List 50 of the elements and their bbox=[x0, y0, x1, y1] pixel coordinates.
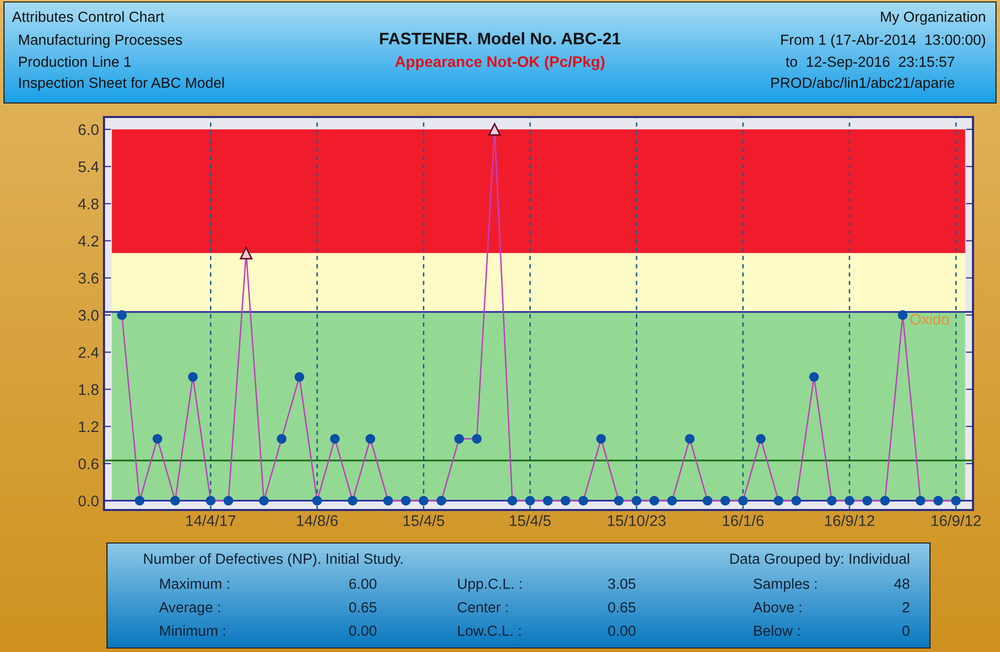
text: Below : bbox=[754, 625, 800, 636]
text: Minimum : bbox=[160, 625, 225, 636]
y-tick-label: 1.2 bbox=[79, 421, 98, 432]
x-tick-label: 15/4/5 bbox=[404, 514, 444, 526]
text: Center : bbox=[458, 602, 508, 612]
chart-subtitle: Appearance Not-OK (Pc/Pkg) bbox=[395, 56, 605, 70]
text: to 12-Sep-2016 23:15:57 bbox=[786, 56, 954, 70]
text: 0.65 bbox=[608, 602, 636, 612]
x-tick-label: 14/4/17 bbox=[186, 514, 236, 526]
y-tick-label: 4.2 bbox=[78, 236, 98, 246]
y-tick-label: 0.6 bbox=[78, 458, 98, 470]
y-tick-label: 3.6 bbox=[78, 272, 98, 284]
text: Average : bbox=[159, 602, 220, 616]
text: From 1 (17-Abr-2014 13:00:00) bbox=[781, 34, 986, 48]
text: Above : bbox=[753, 602, 802, 612]
text: Inspection Sheet for ABC Model bbox=[19, 77, 224, 91]
text: Data Grouped by: Individual bbox=[730, 553, 910, 567]
data-label: Oxido bbox=[910, 313, 949, 325]
y-tick-label: 3.0 bbox=[78, 310, 99, 321]
chart-title: FASTENER. Model No. ABC-21 bbox=[380, 32, 621, 44]
text: My Organization bbox=[881, 11, 986, 25]
text: Number of Defectives (NP). Initial Study. bbox=[144, 553, 402, 567]
text: Upp.C.L. : bbox=[458, 578, 522, 592]
text: Production Line 1 bbox=[19, 56, 131, 67]
y-tick-label: 2.4 bbox=[78, 347, 99, 358]
text: 6.00 bbox=[349, 578, 376, 589]
text: 3.05 bbox=[608, 578, 636, 589]
text: 0.65 bbox=[349, 602, 376, 612]
text: 0.00 bbox=[608, 626, 636, 636]
text: 0 bbox=[902, 626, 910, 636]
x-tick-label: 14/8/6 bbox=[297, 514, 338, 526]
text: Samples : bbox=[754, 578, 817, 592]
x-tick-label: 15/4/5 bbox=[510, 514, 551, 526]
x-tick-label: 16/9/12 bbox=[825, 514, 874, 526]
x-tick-label: 15/10/23 bbox=[608, 514, 666, 526]
x-tick-label: 16/9/12 bbox=[932, 514, 981, 526]
text: 0.00 bbox=[349, 626, 376, 636]
y-tick-label: 6.0 bbox=[78, 124, 99, 136]
x-tick-label: 16/1/6 bbox=[722, 514, 764, 526]
text: Attributes Control Chart bbox=[12, 11, 164, 22]
y-tick-label: 1.8 bbox=[79, 384, 98, 395]
y-tick-label: 0.0 bbox=[78, 496, 99, 506]
text: Low.C.L. : bbox=[458, 626, 521, 636]
text: 2 bbox=[902, 602, 910, 612]
text: PROD/abc/lin1/abc21/aparie bbox=[771, 77, 954, 91]
text: 48 bbox=[894, 578, 910, 589]
text: Manufacturing Processes bbox=[19, 34, 182, 48]
y-tick-label: 5.4 bbox=[78, 162, 99, 172]
y-tick-label: 4.8 bbox=[78, 198, 98, 210]
text: Maximum : bbox=[160, 578, 229, 589]
